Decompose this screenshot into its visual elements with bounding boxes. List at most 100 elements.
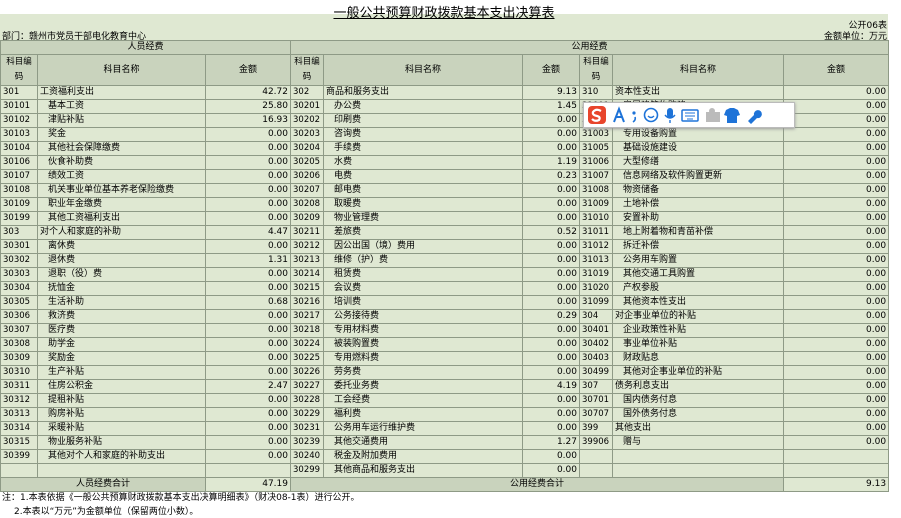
amount: 0.00 xyxy=(782,323,890,338)
group-header: 公用经费 xyxy=(289,40,890,55)
subject-name: 产权参股 xyxy=(612,281,784,296)
subject-code: 30214 xyxy=(290,267,324,282)
table-row: 30308 助学金 0.00 30224 被装购置费 0.00 30402 事业单位补贴 0.0… xyxy=(0,337,890,352)
table-row: 30103 奖金 0.00 30203 咨询费 0.00 31003 专用设备购置 0.00 xyxy=(0,127,890,142)
empty-cell xyxy=(205,463,291,478)
amount: 0.00 xyxy=(522,393,580,408)
subject-name: 退休费 xyxy=(37,253,206,268)
amount: 0.00 xyxy=(522,295,580,310)
subject-code: 303 xyxy=(0,225,38,240)
subject-code: 301 xyxy=(0,85,38,100)
table-row: 30104 其他社会保障缴费 0.00 30204 手续费 0.00 31005 基础设施建设… xyxy=(0,141,890,156)
subject-code: 30213 xyxy=(290,253,324,268)
subject-name: 津贴补贴 xyxy=(37,113,206,128)
total-label: 人员经费合计 xyxy=(0,477,206,492)
empty-cell xyxy=(782,463,890,478)
amount: 0.00 xyxy=(522,239,580,254)
subject-code: 30226 xyxy=(290,365,324,380)
subject-code: 30199 xyxy=(0,211,38,226)
table-row: 人员经费 公用经费 xyxy=(0,40,890,55)
amount: 0.00 xyxy=(782,351,890,366)
subject-code: 30204 xyxy=(290,141,324,156)
subject-name: 其他工资福利支出 xyxy=(37,211,206,226)
column-header: 科目名称 xyxy=(612,54,784,86)
amount: 0.00 xyxy=(782,267,890,282)
subject-code: 31010 xyxy=(579,211,613,226)
subject-code: 30216 xyxy=(290,295,324,310)
subject-code: 30304 xyxy=(0,281,38,296)
subject-code: 30103 xyxy=(0,127,38,142)
subject-name: 物资储备 xyxy=(612,183,784,198)
subject-code: 30109 xyxy=(0,197,38,212)
amount: 1.31 xyxy=(205,253,291,268)
subject-code: 30108 xyxy=(0,183,38,198)
subject-code: 31003 xyxy=(579,127,613,142)
column-header: 金额 xyxy=(205,54,291,86)
subject-code: 30311 xyxy=(0,379,38,394)
subject-name: 其他支出 xyxy=(612,421,784,436)
amount: 0.00 xyxy=(782,435,890,450)
subject-name: 安置补助 xyxy=(612,211,784,226)
subject-name: 专用设备购置 xyxy=(612,127,784,142)
subject-name: 其他对个人和家庭的补助支出 xyxy=(37,449,206,464)
subject-name: 离休费 xyxy=(37,239,206,254)
subject-name: 奖励金 xyxy=(37,351,206,366)
subject-code: 30227 xyxy=(290,379,324,394)
amount: 0.52 xyxy=(522,225,580,240)
subject-name: 国外债务付息 xyxy=(612,407,784,422)
subject-name: 国内债务付息 xyxy=(612,393,784,408)
group-header: 人员经费 xyxy=(0,40,291,55)
amount: 0.00 xyxy=(522,253,580,268)
amount: 0.00 xyxy=(522,113,580,128)
amount: 0.00 xyxy=(205,449,291,464)
amount: 0.00 xyxy=(782,421,890,436)
subject-name: 因公出国（境）费用 xyxy=(323,239,523,254)
form-no: 公开06表 xyxy=(848,21,887,31)
subject-code: 39906 xyxy=(579,435,613,450)
subject-code: 31099 xyxy=(579,295,613,310)
subject-code: 30202 xyxy=(290,113,324,128)
table-row: 30306 救济费 0.00 30217 公务接待费 0.29 304 对企事业单位的补贴 0.… xyxy=(0,309,890,324)
subject-code: 30315 xyxy=(0,435,38,450)
subject-name: 其他社会保障缴费 xyxy=(37,141,206,156)
amount: 0.00 xyxy=(205,141,291,156)
amount: 0.00 xyxy=(205,127,291,142)
subject-name: 其他交通工具购置 xyxy=(612,267,784,282)
amount: 0.00 xyxy=(205,421,291,436)
table-row: 30108 机关事业单位基本养老保险缴费 0.00 30207 邮电费 0.00 31008… xyxy=(0,183,890,198)
amount: 0.29 xyxy=(522,309,580,324)
empty-cell xyxy=(782,449,890,464)
title: 一般公共预算财政拨款基本支出决算表 xyxy=(333,6,555,21)
amount: 0.00 xyxy=(205,435,291,450)
ime-toolbar[interactable] xyxy=(583,102,795,128)
subject-code: 30305 xyxy=(0,295,38,310)
amount: 0.00 xyxy=(522,449,580,464)
table-row: 30399 其他对个人和家庭的补助支出 0.00 30240 税金及附加费用 0.00 xyxy=(0,449,890,464)
table-row: 303 对个人和家庭的补助 4.47 30211 差旅费 0.52 31011 地上附着物和青… xyxy=(0,225,890,240)
subject-name: 拆迁补偿 xyxy=(612,239,784,254)
table-row: 30309 奖励金 0.00 30225 专用燃料费 0.00 30403 财政贴息 0.00 xyxy=(0,351,890,366)
table-row: 30199 其他工资福利支出 0.00 30209 物业管理费 0.00 31010 安置补助… xyxy=(0,211,890,226)
amount: 0.00 xyxy=(205,211,291,226)
amount: 1.27 xyxy=(522,435,580,450)
unit: 金额单位：万元 xyxy=(823,32,887,42)
subject-name: 助学金 xyxy=(37,337,206,352)
amount: 9.13 xyxy=(522,85,580,100)
subject-name: 专用材料费 xyxy=(323,323,523,338)
subject-code: 30403 xyxy=(579,351,613,366)
subject-name: 赠与 xyxy=(612,435,784,450)
subject-name: 物业服务补贴 xyxy=(37,435,206,450)
subject-code: 30228 xyxy=(290,393,324,408)
table-row: 30311 住房公积金 2.47 30227 委托业务费 4.19 307 债务利息支出 0.0… xyxy=(0,379,890,394)
subject-code: 31020 xyxy=(579,281,613,296)
amount: 0.00 xyxy=(782,309,890,324)
amount: 0.00 xyxy=(205,365,291,380)
subject-name: 取暖费 xyxy=(323,197,523,212)
amount: 0.00 xyxy=(205,155,291,170)
empty-cell xyxy=(612,463,784,478)
subject-name: 生活补助 xyxy=(37,295,206,310)
table-row: 30315 物业服务补贴 0.00 30239 其他交通费用 1.27 39906 赠与 0.0… xyxy=(0,435,890,450)
subject-code: 30499 xyxy=(579,365,613,380)
subject-name: 印刷费 xyxy=(323,113,523,128)
